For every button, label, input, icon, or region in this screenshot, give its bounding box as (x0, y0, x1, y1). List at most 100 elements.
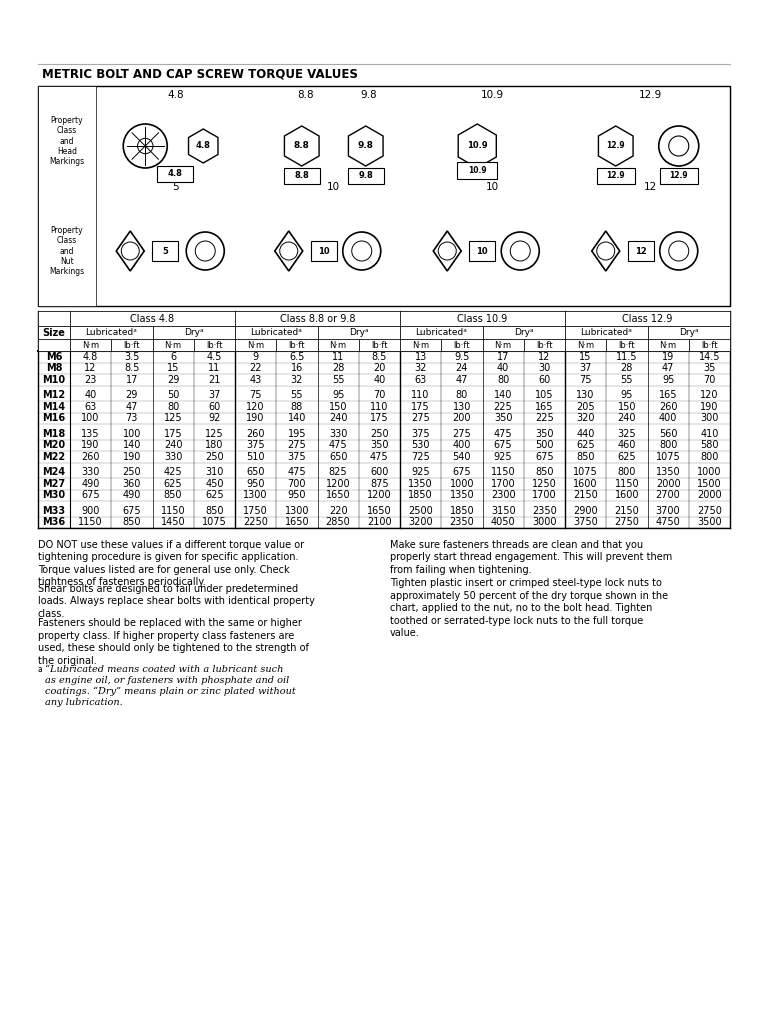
Text: 1075: 1075 (202, 517, 227, 527)
Bar (70, 326, 153, 339)
Text: 140: 140 (288, 414, 306, 423)
Text: 40: 40 (373, 375, 386, 385)
Text: 80: 80 (167, 401, 179, 412)
Bar (565, 339, 606, 351)
Bar (70, 339, 111, 351)
Bar (70, 311, 235, 326)
Text: 675: 675 (81, 490, 100, 501)
Text: 5: 5 (172, 182, 179, 193)
Text: 175: 175 (164, 429, 183, 438)
Text: 175: 175 (370, 414, 389, 423)
Text: 2000: 2000 (656, 479, 680, 488)
Bar (38, 311, 70, 326)
Text: 330: 330 (329, 429, 347, 438)
Text: 14.5: 14.5 (699, 352, 720, 361)
Text: 2000: 2000 (697, 490, 722, 501)
Text: 1350: 1350 (409, 479, 433, 488)
Text: 410: 410 (700, 429, 719, 438)
Text: 19: 19 (662, 352, 674, 361)
Bar (317, 339, 359, 351)
Text: 350: 350 (494, 414, 512, 423)
Text: 47: 47 (455, 375, 468, 385)
Text: 675: 675 (452, 467, 472, 477)
Bar (348, 168, 384, 184)
Text: 675: 675 (535, 452, 554, 462)
Bar (400, 339, 442, 351)
Text: 10: 10 (476, 247, 488, 256)
Text: 510: 510 (247, 452, 265, 462)
Text: 2250: 2250 (243, 517, 268, 527)
Text: 20: 20 (373, 364, 386, 374)
Text: 8.8: 8.8 (297, 90, 313, 100)
Text: 40: 40 (84, 390, 97, 400)
Text: 1700: 1700 (532, 490, 557, 501)
Text: 1600: 1600 (614, 490, 639, 501)
Bar (276, 339, 317, 351)
Text: 55: 55 (290, 390, 303, 400)
Text: 130: 130 (577, 390, 594, 400)
Text: 4.8: 4.8 (167, 90, 184, 100)
Bar (597, 168, 634, 184)
Text: 850: 850 (535, 467, 554, 477)
Text: M14: M14 (42, 401, 65, 412)
Text: 800: 800 (700, 452, 719, 462)
Text: 60: 60 (208, 401, 220, 412)
Polygon shape (598, 126, 633, 166)
Text: lb·ft: lb·ft (536, 341, 553, 349)
Bar (647, 326, 730, 339)
Circle shape (343, 232, 381, 270)
Text: 110: 110 (370, 401, 389, 412)
Text: “Lubricated means coated with a lubricant such
as engine oil, or fasteners with : “Lubricated means coated with a lubrican… (45, 665, 296, 708)
Text: 165: 165 (535, 401, 554, 412)
Text: 700: 700 (288, 479, 306, 488)
Text: 37: 37 (579, 364, 592, 374)
Text: 75: 75 (250, 390, 262, 400)
Text: 1850: 1850 (409, 490, 433, 501)
Bar (400, 326, 482, 339)
Text: 800: 800 (659, 440, 677, 451)
Text: 725: 725 (411, 452, 430, 462)
Text: 530: 530 (412, 440, 430, 451)
Text: 12.9: 12.9 (639, 90, 662, 100)
Text: 475: 475 (287, 467, 306, 477)
Text: 105: 105 (535, 390, 554, 400)
Text: M10: M10 (42, 375, 65, 385)
Text: 1200: 1200 (367, 490, 392, 501)
Circle shape (121, 242, 139, 260)
Text: 28: 28 (332, 364, 344, 374)
Text: 60: 60 (538, 375, 551, 385)
Text: Dryᵃ: Dryᵃ (514, 328, 534, 337)
Text: 250: 250 (123, 467, 141, 477)
Text: 125: 125 (205, 429, 223, 438)
Text: 375: 375 (287, 452, 306, 462)
Text: N·m: N·m (660, 341, 677, 349)
Text: 1000: 1000 (697, 467, 722, 477)
Text: METRIC BOLT AND CAP SCREW TORQUE VALUES: METRIC BOLT AND CAP SCREW TORQUE VALUES (42, 68, 358, 81)
Text: 1850: 1850 (449, 506, 474, 516)
Bar (317, 326, 400, 339)
Text: 375: 375 (247, 440, 265, 451)
Text: 440: 440 (577, 429, 594, 438)
Text: 3000: 3000 (532, 517, 557, 527)
Text: 8.8: 8.8 (294, 141, 310, 151)
Bar (235, 326, 317, 339)
Text: 275: 275 (452, 429, 472, 438)
Text: 240: 240 (164, 440, 182, 451)
Text: Property
Class
and
Head
Markings: Property Class and Head Markings (49, 116, 84, 166)
Text: 15: 15 (167, 364, 179, 374)
Bar (38, 326, 70, 339)
Text: 100: 100 (123, 429, 141, 438)
Text: Tighten plastic insert or crimped steel-type lock nuts to
approximately 50 perce: Tighten plastic insert or crimped steel-… (390, 579, 668, 638)
Text: lb·ft: lb·ft (124, 341, 140, 349)
Text: 21: 21 (208, 375, 220, 385)
Text: 460: 460 (617, 440, 636, 451)
Text: Shear bolts are designed to fail under predetermined
loads. Always replace shear: Shear bolts are designed to fail under p… (38, 584, 315, 618)
Polygon shape (116, 231, 144, 271)
Text: 850: 850 (205, 506, 223, 516)
Bar (38, 86, 96, 306)
Text: 490: 490 (123, 490, 141, 501)
Text: 37: 37 (208, 390, 220, 400)
Bar (400, 311, 565, 326)
Text: 220: 220 (329, 506, 347, 516)
Text: 63: 63 (415, 375, 427, 385)
